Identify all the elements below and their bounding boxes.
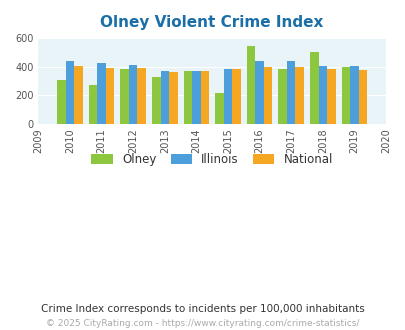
Bar [160,71,168,124]
Text: Crime Index corresponds to incidents per 100,000 inhabitants: Crime Index corresponds to incidents per… [41,304,364,314]
Title: Olney Violent Crime Index: Olney Violent Crime Index [100,15,323,30]
Bar [97,63,106,124]
Bar [120,69,129,124]
Bar [151,77,160,124]
Bar [223,69,232,124]
Bar [326,69,335,124]
Bar [89,84,97,124]
Bar [318,66,326,124]
Bar [192,71,200,124]
Bar [200,71,209,124]
Bar [341,67,349,124]
Bar [168,72,177,124]
Bar [74,66,83,124]
Bar [246,46,255,124]
Bar [309,51,318,124]
Bar [215,93,223,124]
Legend: Olney, Illinois, National: Olney, Illinois, National [86,148,337,171]
Bar [286,60,295,124]
Bar [232,69,240,124]
Bar [349,66,358,124]
Bar [263,67,272,124]
Bar [66,61,74,124]
Bar [129,65,137,124]
Bar [57,80,66,124]
Bar [255,61,263,124]
Text: © 2025 CityRating.com - https://www.cityrating.com/crime-statistics/: © 2025 CityRating.com - https://www.city… [46,319,359,328]
Bar [183,71,192,124]
Bar [278,69,286,124]
Bar [295,67,303,124]
Bar [106,68,114,124]
Bar [358,70,366,124]
Bar [137,68,146,124]
